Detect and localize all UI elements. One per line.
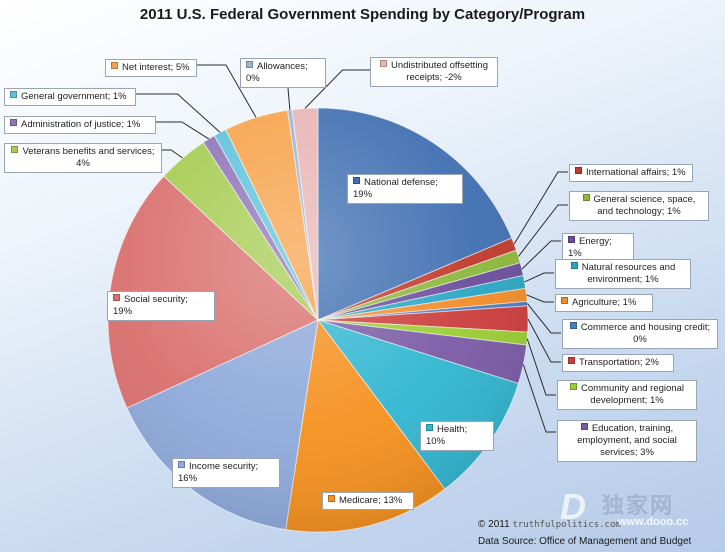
label-text: Net interest; 5% xyxy=(122,62,190,73)
legend-marker xyxy=(561,297,568,304)
label-agriculture: Agriculture; 1% xyxy=(555,294,653,312)
watermark-text: 独家网 xyxy=(602,493,675,518)
leader-line-veterans-benefits-and-services xyxy=(160,149,183,159)
label-international-affairs: International affairs; 1% xyxy=(569,164,693,182)
watermark-url: www.dooo.cc xyxy=(618,516,689,528)
label-transportation: Transportation; 2% xyxy=(562,354,674,372)
leader-line-transportation xyxy=(527,318,561,363)
chart-title: 2011 U.S. Federal Government Spending by… xyxy=(139,6,586,23)
leader-line-administration-of-justice xyxy=(155,121,210,140)
leader-line-community-and-regional-development xyxy=(526,338,556,396)
label-text: Community and regional development; 1% xyxy=(581,383,684,406)
legend-marker xyxy=(10,119,17,126)
legend-marker xyxy=(570,383,577,390)
leader-line-general-government xyxy=(135,93,221,133)
label-text: Income security; 16% xyxy=(178,461,259,484)
label-community-regional: Community and regional development; 1% xyxy=(557,380,697,410)
legend-marker xyxy=(580,423,588,430)
leader-line-education-training-employment-and-social-services xyxy=(522,364,556,433)
legend-marker xyxy=(582,194,590,201)
label-text: National defense; 19% xyxy=(353,177,438,200)
label-text: Veterans benefits and services; 4% xyxy=(22,146,155,169)
legend-marker xyxy=(111,62,118,69)
label-administration-justice: Administration of justice; 1% xyxy=(4,116,156,134)
leader-line-general-science-space-and-technology xyxy=(518,204,568,257)
legend-marker xyxy=(10,91,17,98)
copyright-site: truthfulpolitics.com xyxy=(512,520,621,530)
label-text: Administration of justice; 1% xyxy=(21,119,141,130)
label-net-interest: Net interest; 5% xyxy=(105,59,197,77)
leader-line-natural-resources-and-environment xyxy=(524,272,554,283)
legend-marker xyxy=(380,60,387,67)
legend-marker xyxy=(113,294,120,301)
legend-marker xyxy=(426,424,433,431)
legend-marker xyxy=(328,495,335,502)
leader-line-net-interest xyxy=(196,64,257,118)
label-general-science: General science, space, and technology; … xyxy=(569,191,709,221)
watermark-logo: D 独家网 www.dooo.cc xyxy=(560,486,720,528)
label-text: General science, space, and technology; … xyxy=(593,194,696,217)
label-commerce-housing: Commerce and housing credit; 0% xyxy=(562,319,718,349)
label-education: Education, training, employment, and soc… xyxy=(557,420,697,462)
label-text: Agriculture; 1% xyxy=(572,297,637,308)
legend-marker xyxy=(569,322,577,329)
leader-line-undistributed-offsetting-receipts xyxy=(304,69,380,109)
label-text: Allowances; 0% xyxy=(246,61,308,84)
label-general-government: General government; 1% xyxy=(4,88,136,106)
copyright-text: © 2011 xyxy=(478,519,510,530)
label-veterans: Veterans benefits and services; 4% xyxy=(4,143,162,173)
label-text: Education, training, employment, and soc… xyxy=(577,423,677,458)
label-medicare: Medicare; 13% xyxy=(322,492,414,510)
label-national-defense: National defense; 19% xyxy=(347,174,463,204)
leader-line-energy xyxy=(521,240,561,270)
legend-marker xyxy=(575,167,582,174)
label-income-security: Income security; 16% xyxy=(172,458,280,488)
label-allowances: Allowances; 0% xyxy=(240,58,326,88)
legend-marker xyxy=(178,461,185,468)
label-natural-resources: Natural resources and environment; 1% xyxy=(555,259,691,289)
legend-marker xyxy=(353,177,360,184)
label-text: Undistributed offsetting receipts; -2% xyxy=(391,60,488,83)
legend-marker xyxy=(570,262,578,269)
leader-line-commerce-and-housing-credit xyxy=(527,303,561,334)
label-text: Natural resources and environment; 1% xyxy=(581,262,676,285)
leader-line-agriculture xyxy=(526,294,554,303)
label-undistributed-receipts: Undistributed offsetting receipts; -2% xyxy=(370,57,498,87)
label-text: Medicare; 13% xyxy=(339,495,403,506)
label-text: Health; 10% xyxy=(426,424,468,447)
copyright-note: © 2011 truthfulpolitics.com xyxy=(478,519,621,530)
label-health: Health; 10% xyxy=(420,421,494,451)
data-source: Data Source: Office of Management and Bu… xyxy=(478,536,692,547)
label-text: Transportation; 2% xyxy=(579,357,659,368)
legend-marker xyxy=(568,236,575,243)
legend-marker xyxy=(11,146,19,153)
label-text: International affairs; 1% xyxy=(586,167,686,178)
label-text: General government; 1% xyxy=(21,91,127,102)
watermark-letter: D xyxy=(560,486,586,527)
leader-line-international-affairs xyxy=(513,171,568,245)
label-text: Social security; 19% xyxy=(113,294,188,317)
label-text: Energy; 1% xyxy=(568,236,612,259)
legend-marker xyxy=(246,61,253,68)
label-text: Commerce and housing credit; 0% xyxy=(580,322,711,345)
legend-marker xyxy=(568,357,575,364)
label-social-security: Social security; 19% xyxy=(107,291,215,321)
